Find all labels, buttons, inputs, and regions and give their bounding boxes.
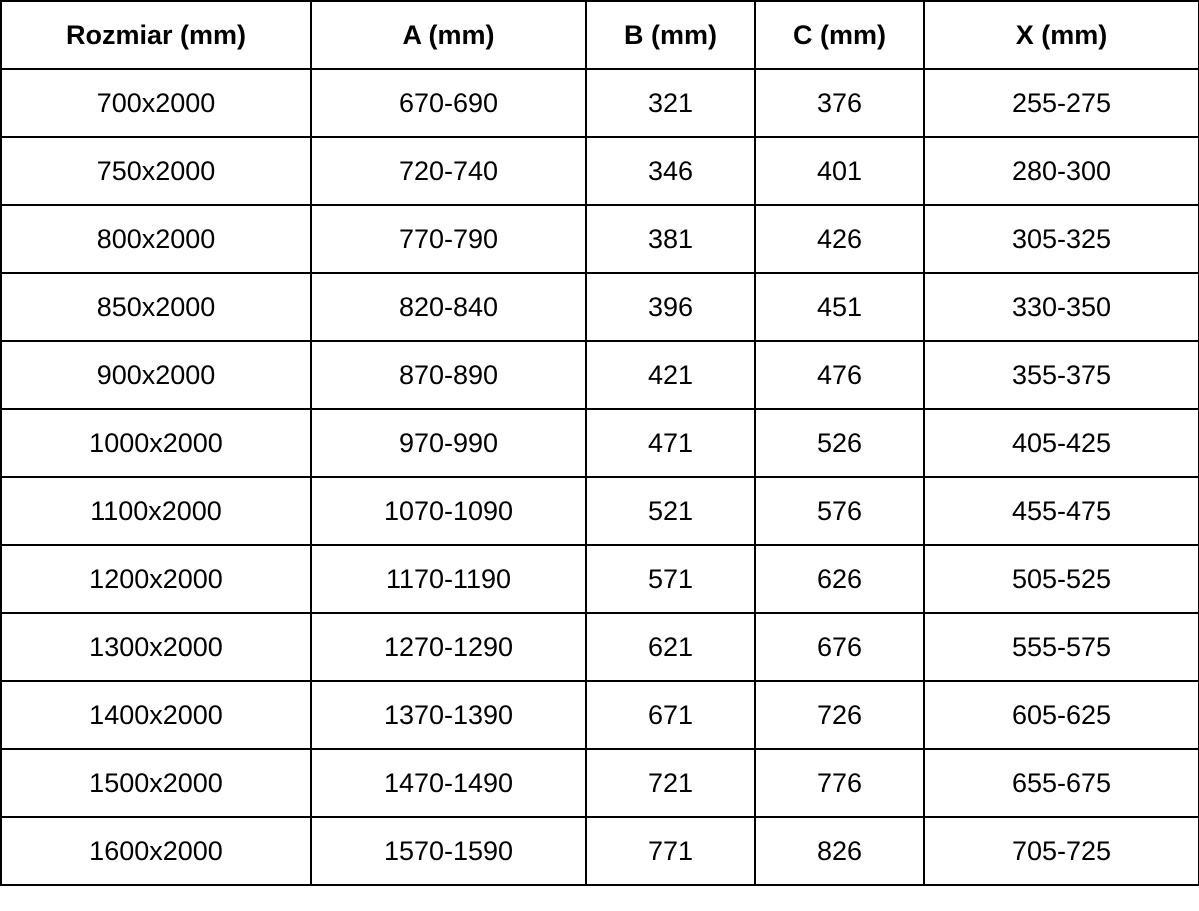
- cell-c: 726: [754, 680, 925, 750]
- cell-rozmiar: 1600x2000: [0, 816, 312, 886]
- cell-b: 571: [585, 544, 756, 614]
- table-row: 850x2000 820-840 396 451 330-350: [0, 272, 1199, 342]
- cell-x: 505-525: [923, 544, 1199, 614]
- table-row: 1200x2000 1170-1190 571 626 505-525: [0, 544, 1199, 614]
- table-row: 1100x2000 1070-1090 521 576 455-475: [0, 476, 1199, 546]
- table-row: 800x2000 770-790 381 426 305-325: [0, 204, 1199, 274]
- cell-a: 1470-1490: [310, 748, 587, 818]
- cell-a: 870-890: [310, 340, 587, 410]
- header-x: X (mm): [923, 0, 1199, 70]
- cell-x: 405-425: [923, 408, 1199, 478]
- cell-a: 1070-1090: [310, 476, 587, 546]
- cell-rozmiar: 1400x2000: [0, 680, 312, 750]
- cell-b: 381: [585, 204, 756, 274]
- cell-rozmiar: 750x2000: [0, 136, 312, 206]
- cell-a: 1570-1590: [310, 816, 587, 886]
- cell-b: 321: [585, 68, 756, 138]
- cell-x: 305-325: [923, 204, 1199, 274]
- cell-rozmiar: 1100x2000: [0, 476, 312, 546]
- table-row: 900x2000 870-890 421 476 355-375: [0, 340, 1199, 410]
- cell-a: 1270-1290: [310, 612, 587, 682]
- cell-c: 451: [754, 272, 925, 342]
- cell-a: 770-790: [310, 204, 587, 274]
- cell-x: 705-725: [923, 816, 1199, 886]
- dimensions-table: Rozmiar (mm) A (mm) B (mm) C (mm) X (mm)…: [0, 0, 1199, 886]
- cell-b: 471: [585, 408, 756, 478]
- header-c: C (mm): [754, 0, 925, 70]
- header-a: A (mm): [310, 0, 587, 70]
- cell-rozmiar: 1200x2000: [0, 544, 312, 614]
- header-row: Rozmiar (mm) A (mm) B (mm) C (mm) X (mm): [0, 0, 1199, 70]
- cell-c: 401: [754, 136, 925, 206]
- cell-c: 476: [754, 340, 925, 410]
- cell-c: 676: [754, 612, 925, 682]
- cell-b: 396: [585, 272, 756, 342]
- cell-b: 346: [585, 136, 756, 206]
- cell-rozmiar: 700x2000: [0, 68, 312, 138]
- cell-rozmiar: 1300x2000: [0, 612, 312, 682]
- header-b: B (mm): [585, 0, 756, 70]
- cell-c: 776: [754, 748, 925, 818]
- cell-a: 1370-1390: [310, 680, 587, 750]
- cell-b: 721: [585, 748, 756, 818]
- cell-c: 376: [754, 68, 925, 138]
- table-row: 1000x2000 970-990 471 526 405-425: [0, 408, 1199, 478]
- cell-a: 720-740: [310, 136, 587, 206]
- cell-c: 826: [754, 816, 925, 886]
- cell-x: 655-675: [923, 748, 1199, 818]
- cell-x: 555-575: [923, 612, 1199, 682]
- cell-x: 280-300: [923, 136, 1199, 206]
- cell-a: 820-840: [310, 272, 587, 342]
- header-rozmiar: Rozmiar (mm): [0, 0, 312, 70]
- cell-rozmiar: 900x2000: [0, 340, 312, 410]
- cell-rozmiar: 850x2000: [0, 272, 312, 342]
- cell-c: 426: [754, 204, 925, 274]
- table-row: 1600x2000 1570-1590 771 826 705-725: [0, 816, 1199, 886]
- cell-c: 526: [754, 408, 925, 478]
- cell-b: 521: [585, 476, 756, 546]
- cell-a: 670-690: [310, 68, 587, 138]
- cell-b: 771: [585, 816, 756, 886]
- cell-b: 671: [585, 680, 756, 750]
- table-row: 1400x2000 1370-1390 671 726 605-625: [0, 680, 1199, 750]
- cell-a: 1170-1190: [310, 544, 587, 614]
- cell-rozmiar: 1500x2000: [0, 748, 312, 818]
- cell-rozmiar: 1000x2000: [0, 408, 312, 478]
- cell-c: 626: [754, 544, 925, 614]
- cell-c: 576: [754, 476, 925, 546]
- cell-b: 621: [585, 612, 756, 682]
- table-row: 1500x2000 1470-1490 721 776 655-675: [0, 748, 1199, 818]
- cell-x: 355-375: [923, 340, 1199, 410]
- table-row: 750x2000 720-740 346 401 280-300: [0, 136, 1199, 206]
- cell-x: 605-625: [923, 680, 1199, 750]
- cell-rozmiar: 800x2000: [0, 204, 312, 274]
- table-row: 700x2000 670-690 321 376 255-275: [0, 68, 1199, 138]
- cell-x: 255-275: [923, 68, 1199, 138]
- cell-b: 421: [585, 340, 756, 410]
- cell-a: 970-990: [310, 408, 587, 478]
- cell-x: 455-475: [923, 476, 1199, 546]
- cell-x: 330-350: [923, 272, 1199, 342]
- table-row: 1300x2000 1270-1290 621 676 555-575: [0, 612, 1199, 682]
